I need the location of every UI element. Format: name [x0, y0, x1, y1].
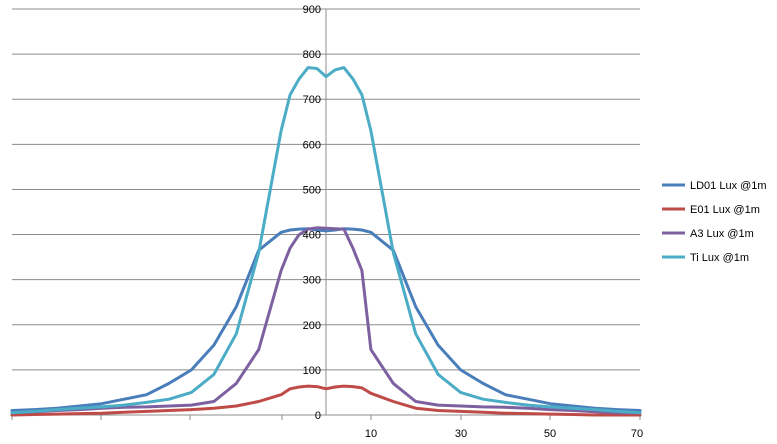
legend-label: E01 Lux @1m	[690, 204, 760, 216]
y-tick-label: 600	[303, 139, 321, 151]
y-tick-label: 100	[303, 365, 321, 377]
y-tick-label: 200	[303, 320, 321, 332]
y-tick-label: 900	[303, 4, 321, 16]
series-line-4	[10, 66, 642, 415]
y-tick-label: 0	[315, 410, 321, 422]
x-tick-label: 30	[455, 428, 467, 440]
legend-label: LD01 Lux @1m	[690, 180, 767, 192]
y-tick-label: 800	[303, 49, 321, 61]
y-tick-label: 300	[303, 275, 321, 287]
legend: LD01 Lux @1m E01 Lux @1m A3 Lux @1m Ti Lux …	[662, 180, 767, 264]
y-tick-label: 400	[303, 230, 321, 242]
series-line-1	[10, 227, 642, 412]
series-line-3	[10, 226, 642, 415]
x-tick-label: 70	[631, 428, 643, 440]
legend-label: A3 Lux @1m	[690, 228, 754, 240]
tick-labels: 0 100 200 300 400 500 600 700 800 900 10 30 50 70	[303, 4, 643, 440]
y-tick-label: 700	[303, 94, 321, 106]
series-line-2	[10, 384, 642, 417]
y-tick-label: 500	[303, 184, 321, 196]
x-tick-label: 50	[544, 428, 556, 440]
axes	[11, 9, 641, 420]
legend-label: Ti Lux @1m	[690, 252, 749, 264]
x-tick-label: 10	[365, 428, 377, 440]
series-lines	[10, 66, 642, 417]
